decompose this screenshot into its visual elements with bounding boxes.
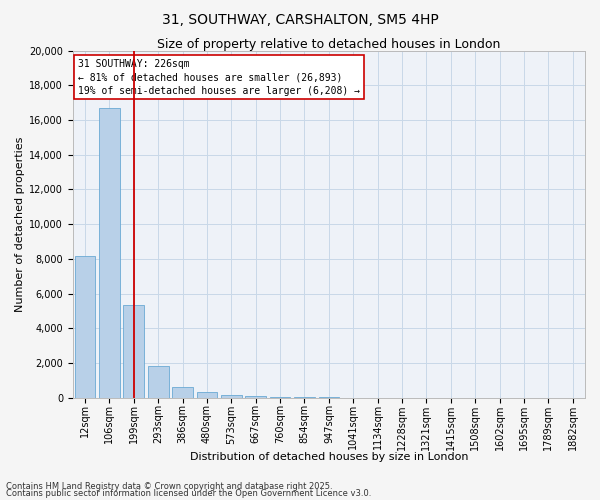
Bar — [245, 396, 266, 398]
Bar — [148, 366, 169, 398]
Bar — [172, 386, 193, 398]
Bar — [124, 305, 144, 398]
Title: Size of property relative to detached houses in London: Size of property relative to detached ho… — [157, 38, 500, 51]
Y-axis label: Number of detached properties: Number of detached properties — [15, 136, 25, 312]
Bar — [294, 397, 315, 398]
Bar — [99, 108, 120, 398]
Text: 31 SOUTHWAY: 226sqm
← 81% of detached houses are smaller (26,893)
19% of semi-de: 31 SOUTHWAY: 226sqm ← 81% of detached ho… — [78, 59, 360, 96]
X-axis label: Distribution of detached houses by size in London: Distribution of detached houses by size … — [190, 452, 468, 462]
Bar — [221, 395, 242, 398]
Text: Contains public sector information licensed under the Open Government Licence v3: Contains public sector information licen… — [6, 489, 371, 498]
Bar — [74, 256, 95, 398]
Text: 31, SOUTHWAY, CARSHALTON, SM5 4HP: 31, SOUTHWAY, CARSHALTON, SM5 4HP — [161, 12, 439, 26]
Bar — [197, 392, 217, 398]
Bar — [270, 396, 290, 398]
Text: Contains HM Land Registry data © Crown copyright and database right 2025.: Contains HM Land Registry data © Crown c… — [6, 482, 332, 491]
